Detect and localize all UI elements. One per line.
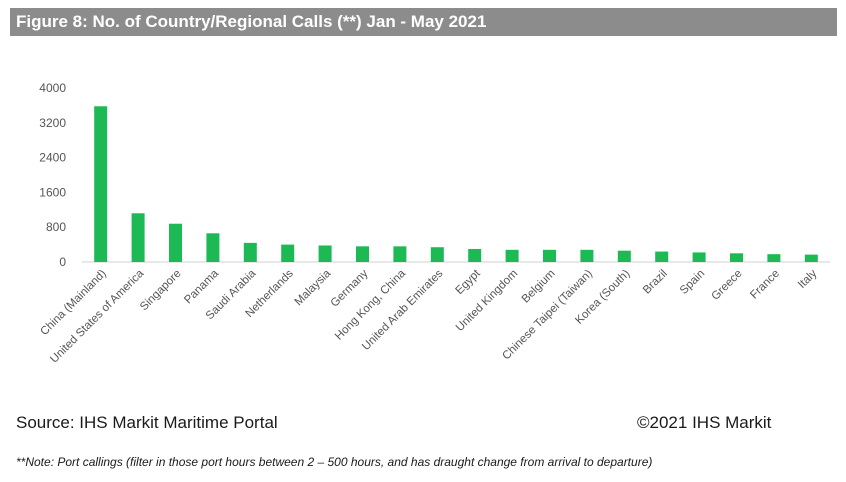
bar: [318, 245, 332, 262]
bar: [393, 246, 407, 262]
bar: [430, 247, 444, 262]
bar: [281, 244, 295, 262]
source-label: Source: IHS Markit Maritime Portal: [16, 413, 278, 432]
y-tick-label: 0: [59, 255, 66, 269]
x-tick-label: Belgium: [520, 268, 558, 306]
copyright-label: ©2021 IHS Markit: [637, 413, 772, 432]
y-tick-label: 4000: [39, 81, 66, 95]
bar: [730, 253, 743, 262]
x-tick-label: Brazil: [641, 268, 670, 297]
bar: [767, 254, 781, 262]
x-tick-label: Spain: [678, 268, 707, 297]
x-tick-label: Italy: [796, 267, 820, 291]
bar: [655, 251, 669, 262]
bar: [356, 246, 369, 262]
y-tick-label: 3200: [39, 116, 66, 130]
title-bar: Figure 8: No. of Country/Regional Calls …: [10, 8, 837, 36]
x-tick-label: Hong Kong, China: [333, 267, 408, 342]
y-tick-label: 800: [46, 220, 66, 234]
bar: [505, 249, 519, 262]
y-tick-label: 1600: [39, 185, 66, 199]
x-tick-label: China (Mainland): [38, 268, 109, 339]
footnote: **Note: Port callings (filter in those p…: [16, 455, 653, 469]
x-tick-label: France: [748, 268, 782, 302]
bar: [468, 248, 482, 262]
bar: [206, 233, 220, 262]
x-tick-label: Singapore: [138, 268, 184, 314]
y-tick-label: 2400: [39, 151, 66, 165]
bar: [131, 213, 145, 262]
x-tick-label: Panama: [182, 267, 221, 306]
x-tick-label: Egypt: [454, 267, 484, 297]
bar: [692, 252, 706, 262]
bar: [617, 250, 631, 262]
bar: [169, 223, 182, 262]
bar: [543, 249, 556, 262]
bar: [94, 106, 108, 262]
x-tick-label: Malaysia: [293, 267, 334, 308]
bar: [804, 254, 818, 262]
bar: [580, 249, 594, 262]
chart-title: Figure 8: No. of Country/Regional Calls …: [16, 12, 487, 31]
bar: [243, 242, 257, 262]
x-tick-label: Greece: [709, 268, 744, 303]
